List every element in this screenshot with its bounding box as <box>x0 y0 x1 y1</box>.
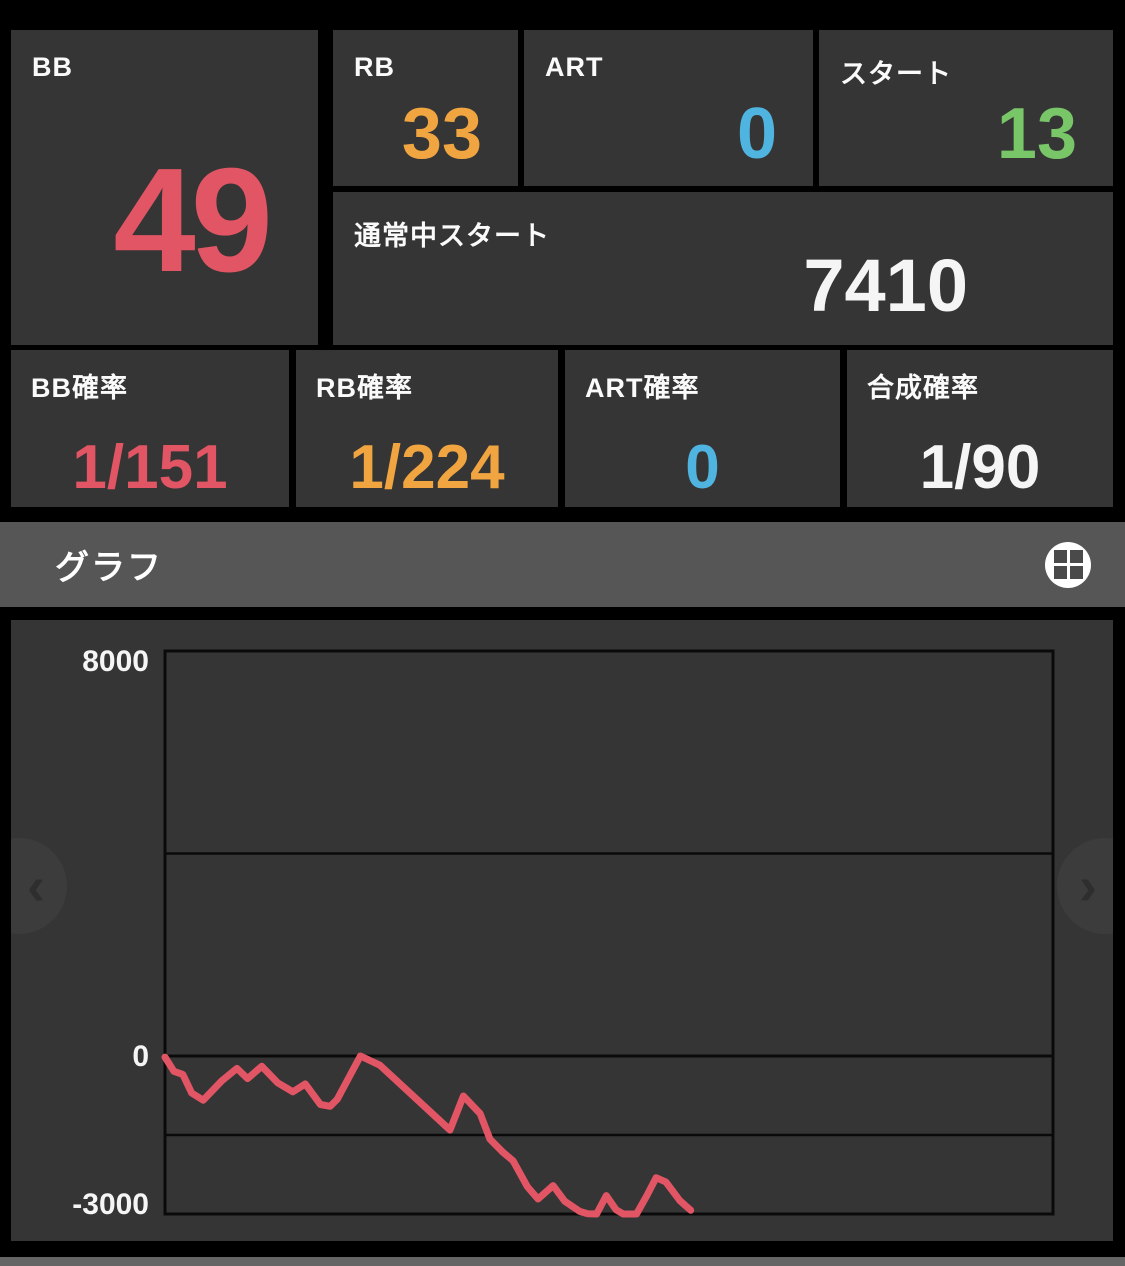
rb-value: 33 <box>401 94 482 174</box>
art-probability-panel: ART確率 0 <box>565 350 840 507</box>
start-panel: スタート 13 <box>819 30 1113 186</box>
chevron-right-icon: › <box>1079 856 1097 916</box>
chevron-left-icon: ‹ <box>27 856 45 916</box>
next-section-bar-partial <box>0 1257 1125 1266</box>
combined-probability-label: 合成確率 <box>867 373 979 403</box>
combined-probability-value: 1/90 <box>919 433 1041 502</box>
graph-section-header: グラフ <box>0 522 1125 607</box>
rb-panel: RB 33 <box>333 30 518 186</box>
prev-graph-arrow[interactable]: ‹ <box>11 838 67 934</box>
rb-label: RB <box>354 52 395 82</box>
bb-probability-label: BB確率 <box>31 373 128 403</box>
rb-probability-value: 1/224 <box>349 433 505 502</box>
graph-section-title: グラフ <box>55 549 163 587</box>
slump-graph-panel: 8000 0 -3000 ‹ › <box>11 620 1113 1241</box>
bb-probability-panel: BB確率 1/151 <box>11 350 289 507</box>
art-probability-value: 0 <box>685 433 720 502</box>
grid-icon-squares <box>1053 550 1083 579</box>
bb-label: BB <box>32 52 73 82</box>
combined-probability-panel: 合成確率 1/90 <box>847 350 1113 507</box>
svg-text:0: 0 <box>132 1040 149 1073</box>
art-probability-label: ART確率 <box>585 373 700 403</box>
svg-text:-3000: -3000 <box>72 1188 149 1221</box>
start-value: 13 <box>996 94 1077 174</box>
rb-probability-label: RB確率 <box>316 373 413 403</box>
art-label: ART <box>545 52 604 82</box>
bb-value: 49 <box>113 138 273 303</box>
art-value: 0 <box>736 94 777 174</box>
next-graph-arrow[interactable]: › <box>1057 838 1113 934</box>
normal-start-value: 7410 <box>803 244 968 327</box>
normal-start-label: 通常中スタート <box>354 221 550 251</box>
bb-panel: BB 49 <box>11 30 318 345</box>
svg-text:8000: 8000 <box>82 645 149 678</box>
start-label: スタート <box>840 59 952 89</box>
slump-graph: 8000 0 -3000 <box>72 645 1055 1221</box>
bb-probability-value: 1/151 <box>72 433 228 502</box>
art-panel: ART 0 <box>524 30 813 186</box>
rb-probability-panel: RB確率 1/224 <box>296 350 558 507</box>
grid-icon[interactable] <box>1045 541 1091 588</box>
normal-start-panel: 通常中スタート 7410 <box>333 192 1113 345</box>
